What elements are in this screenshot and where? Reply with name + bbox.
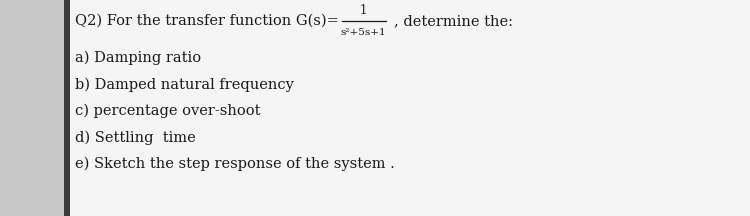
Text: a) Damping ratio: a) Damping ratio xyxy=(75,51,201,65)
Text: s²+5s+1: s²+5s+1 xyxy=(340,27,386,37)
Text: 1: 1 xyxy=(360,3,368,16)
Text: c) percentage over-shoot: c) percentage over-shoot xyxy=(75,104,260,118)
Text: e) Sketch the step response of the system .: e) Sketch the step response of the syste… xyxy=(75,157,395,171)
Text: , determine the:: , determine the: xyxy=(394,14,512,28)
Bar xyxy=(64,0,70,216)
Text: Q2) For the transfer function G(s)=: Q2) For the transfer function G(s)= xyxy=(75,14,338,28)
Text: b) Damped natural frequency: b) Damped natural frequency xyxy=(75,77,294,92)
Text: d) Settling  time: d) Settling time xyxy=(75,130,196,145)
